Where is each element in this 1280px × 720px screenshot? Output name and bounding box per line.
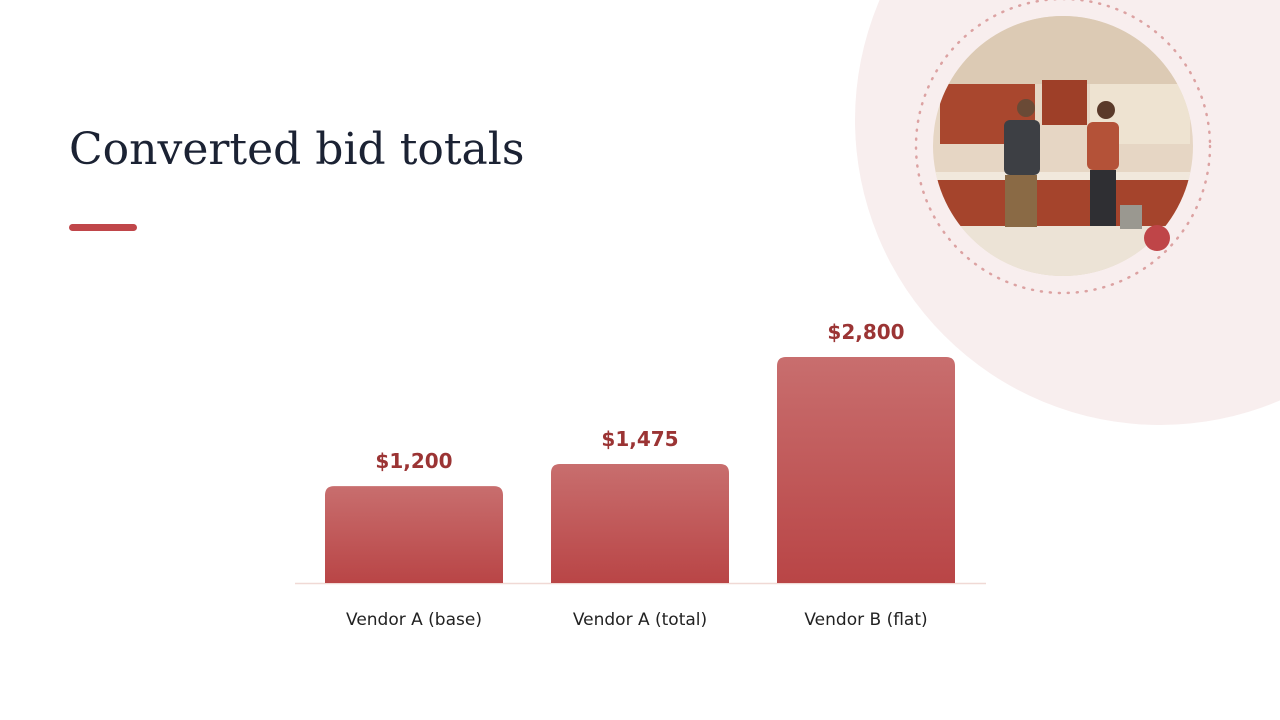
x-tick-label: Vendor B (flat) bbox=[804, 610, 927, 630]
x-tick-label: Vendor A (total) bbox=[573, 610, 707, 630]
dotted-ring bbox=[914, 0, 1212, 295]
value-label: $1,200 bbox=[375, 449, 452, 473]
bar bbox=[551, 463, 729, 583]
value-label: $1,475 bbox=[601, 427, 678, 451]
value-label: $2,800 bbox=[827, 320, 904, 344]
bar bbox=[777, 357, 955, 583]
bar bbox=[325, 486, 503, 583]
accent-dot bbox=[1144, 225, 1170, 251]
title-underline bbox=[69, 224, 137, 231]
x-tick-label: Vendor A (base) bbox=[346, 610, 482, 630]
chart-title: Converted bid totals bbox=[69, 124, 524, 175]
